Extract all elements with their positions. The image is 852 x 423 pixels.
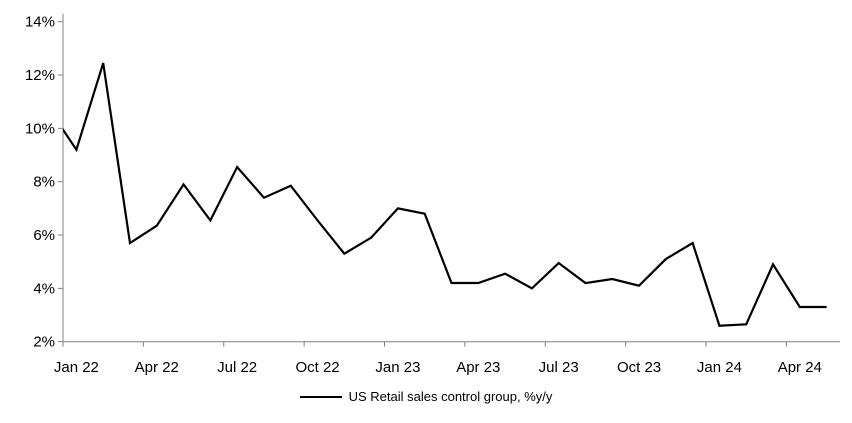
legend-label: US Retail sales control group, %y/y <box>348 389 553 404</box>
y-axis-tick-label: 4% <box>33 280 55 297</box>
y-axis-tick-label: 10% <box>25 120 55 137</box>
x-axis-tick-label: Jan 24 <box>697 359 742 376</box>
legend-line-sample <box>299 395 342 398</box>
x-axis-tick-label: Oct 23 <box>617 359 661 376</box>
y-axis-tick-label: 12% <box>25 67 55 84</box>
x-axis-tick-label: Apr 24 <box>778 359 822 376</box>
series-line <box>63 62 827 327</box>
x-axis-tick-label: Jan 23 <box>375 359 420 376</box>
x-axis-tick-label: Apr 23 <box>456 359 500 376</box>
legend: US Retail sales control group, %y/y <box>0 389 852 404</box>
y-axis-tick-label: 8% <box>33 174 55 191</box>
y-axis-tick-label: 14% <box>25 14 55 31</box>
x-axis-tick-label: Jul 23 <box>539 359 579 376</box>
x-axis-tick-label: Jan 22 <box>54 359 99 376</box>
y-axis-tick-label: 2% <box>33 334 55 351</box>
y-axis-tick-label: 6% <box>33 227 55 244</box>
x-axis-tick-label: Jul 22 <box>217 359 257 376</box>
x-axis-tick-label: Apr 22 <box>135 359 179 376</box>
x-axis-tick-label: Oct 22 <box>295 359 339 376</box>
